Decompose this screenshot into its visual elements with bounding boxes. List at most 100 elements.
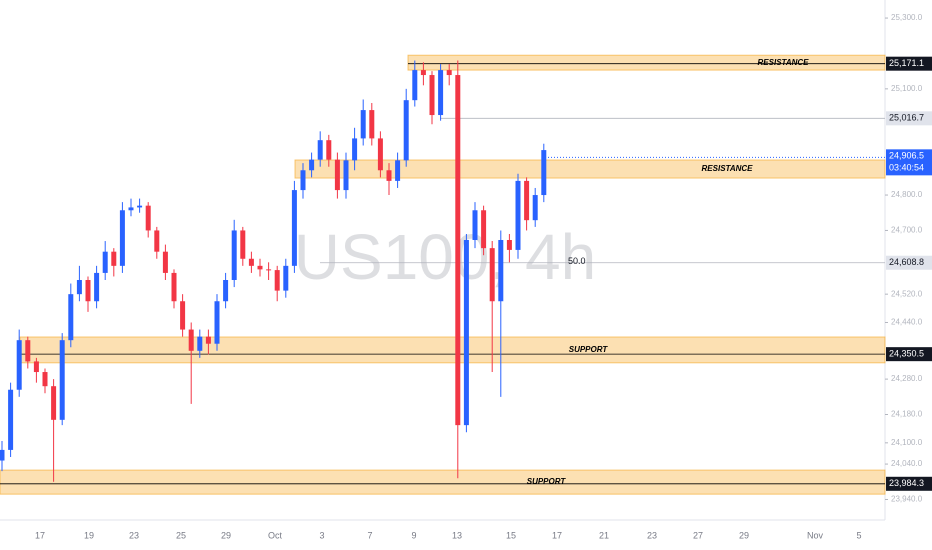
candle-body xyxy=(205,336,211,344)
candle-body xyxy=(291,190,297,266)
current-price-label: 24,906.5 xyxy=(889,151,924,161)
price-label-box xyxy=(886,347,932,362)
candle-body xyxy=(334,159,340,191)
candle-body xyxy=(76,280,82,295)
candle-body xyxy=(274,270,280,291)
candle-body xyxy=(360,110,366,139)
candle-body xyxy=(128,207,134,211)
candle-body xyxy=(326,140,332,160)
price-label: 23,984.3 xyxy=(889,478,924,488)
candle-body xyxy=(403,100,409,161)
price-label: 24,350.5 xyxy=(889,349,924,359)
zone xyxy=(407,54,886,71)
candle-body xyxy=(145,205,151,231)
candle-body xyxy=(343,160,349,191)
zone-label: RESISTANCE xyxy=(702,164,754,173)
x-tick-label: 27 xyxy=(693,530,703,540)
candle-body xyxy=(68,294,74,341)
candle-body xyxy=(214,301,220,344)
candle-body xyxy=(481,210,487,249)
y-tick-label: 24,280.0 xyxy=(891,374,923,383)
x-tick-label: 17 xyxy=(552,530,562,540)
candle-body xyxy=(412,70,418,101)
zone xyxy=(294,159,886,179)
x-tick-label: 23 xyxy=(129,530,139,540)
candle-body xyxy=(377,138,383,171)
countdown-label: 03:40:54 xyxy=(889,163,924,173)
candle-body xyxy=(541,150,547,196)
price-label-box xyxy=(886,111,932,126)
y-tick-label: 23,940.0 xyxy=(891,495,923,504)
x-tick-label: 15 xyxy=(506,530,516,540)
zone xyxy=(0,469,886,495)
candle-body xyxy=(33,361,39,373)
candle-body xyxy=(102,251,108,273)
x-tick-label: 29 xyxy=(739,530,749,540)
y-tick-label: 24,100.0 xyxy=(891,438,923,447)
candle-body xyxy=(429,75,435,116)
x-tick-label: 3 xyxy=(319,530,324,540)
y-tick-label: 24,180.0 xyxy=(891,410,923,419)
candle-body xyxy=(524,180,530,221)
candle-body xyxy=(162,251,168,273)
candle-body xyxy=(446,70,452,76)
candle-body xyxy=(111,251,117,266)
candle-body xyxy=(352,138,358,161)
candle-body xyxy=(180,301,186,330)
candle-body xyxy=(300,170,306,191)
candle-body xyxy=(248,258,254,266)
price-label: 24,608.8 xyxy=(889,257,924,267)
fib-label: 50.0 xyxy=(568,256,586,266)
candle-body xyxy=(369,110,375,139)
y-tick-label: 24,520.0 xyxy=(891,289,923,298)
candle-body xyxy=(420,70,426,76)
candle-body xyxy=(188,329,194,351)
candle-body xyxy=(59,340,65,420)
candle-body xyxy=(515,180,521,250)
price-label: 25,016.7 xyxy=(889,113,924,123)
zone-label: SUPPORT xyxy=(527,477,567,486)
x-tick-label: 21 xyxy=(599,530,609,540)
candle-body xyxy=(119,210,125,266)
candle-body xyxy=(223,280,229,302)
candle-body xyxy=(532,195,538,221)
watermark: US100, 4h xyxy=(294,221,596,293)
candle-body xyxy=(51,386,57,420)
zone-label: SUPPORT xyxy=(569,345,609,354)
candle-body xyxy=(171,272,177,302)
x-tick-label: 5 xyxy=(856,530,861,540)
price-label: 25,171.1 xyxy=(889,58,924,68)
candle-body xyxy=(472,210,478,240)
candle-body xyxy=(386,170,392,181)
x-tick-label: 29 xyxy=(221,530,231,540)
candle-body xyxy=(240,230,246,259)
candle-body xyxy=(137,205,143,208)
candle-body xyxy=(8,389,14,450)
candle-body xyxy=(283,265,289,291)
x-tick-label: 19 xyxy=(84,530,94,540)
y-tick-label: 24,700.0 xyxy=(891,226,923,235)
candle-body xyxy=(395,160,401,181)
candle-body xyxy=(506,240,512,250)
candle-body xyxy=(16,340,22,390)
x-tick-label: Oct xyxy=(268,530,283,540)
y-tick-label: 24,800.0 xyxy=(891,190,923,199)
y-tick-label: 24,440.0 xyxy=(891,318,923,327)
zone xyxy=(19,336,886,364)
x-tick-label: 9 xyxy=(411,530,416,540)
candle-body xyxy=(42,372,48,387)
y-tick-label: 25,300.0 xyxy=(891,13,923,22)
candle-body xyxy=(317,140,323,160)
price-label-box xyxy=(886,476,932,491)
candle-body xyxy=(309,159,315,171)
candle-body xyxy=(266,269,272,271)
candle-body xyxy=(455,75,461,426)
candle-body xyxy=(231,230,237,280)
candle-body xyxy=(438,70,444,116)
x-tick-label: 17 xyxy=(35,530,45,540)
candle-body xyxy=(197,336,203,351)
zone-label: RESISTANCE xyxy=(758,58,810,67)
price-label-box xyxy=(886,255,932,270)
current-price-box xyxy=(886,149,932,176)
